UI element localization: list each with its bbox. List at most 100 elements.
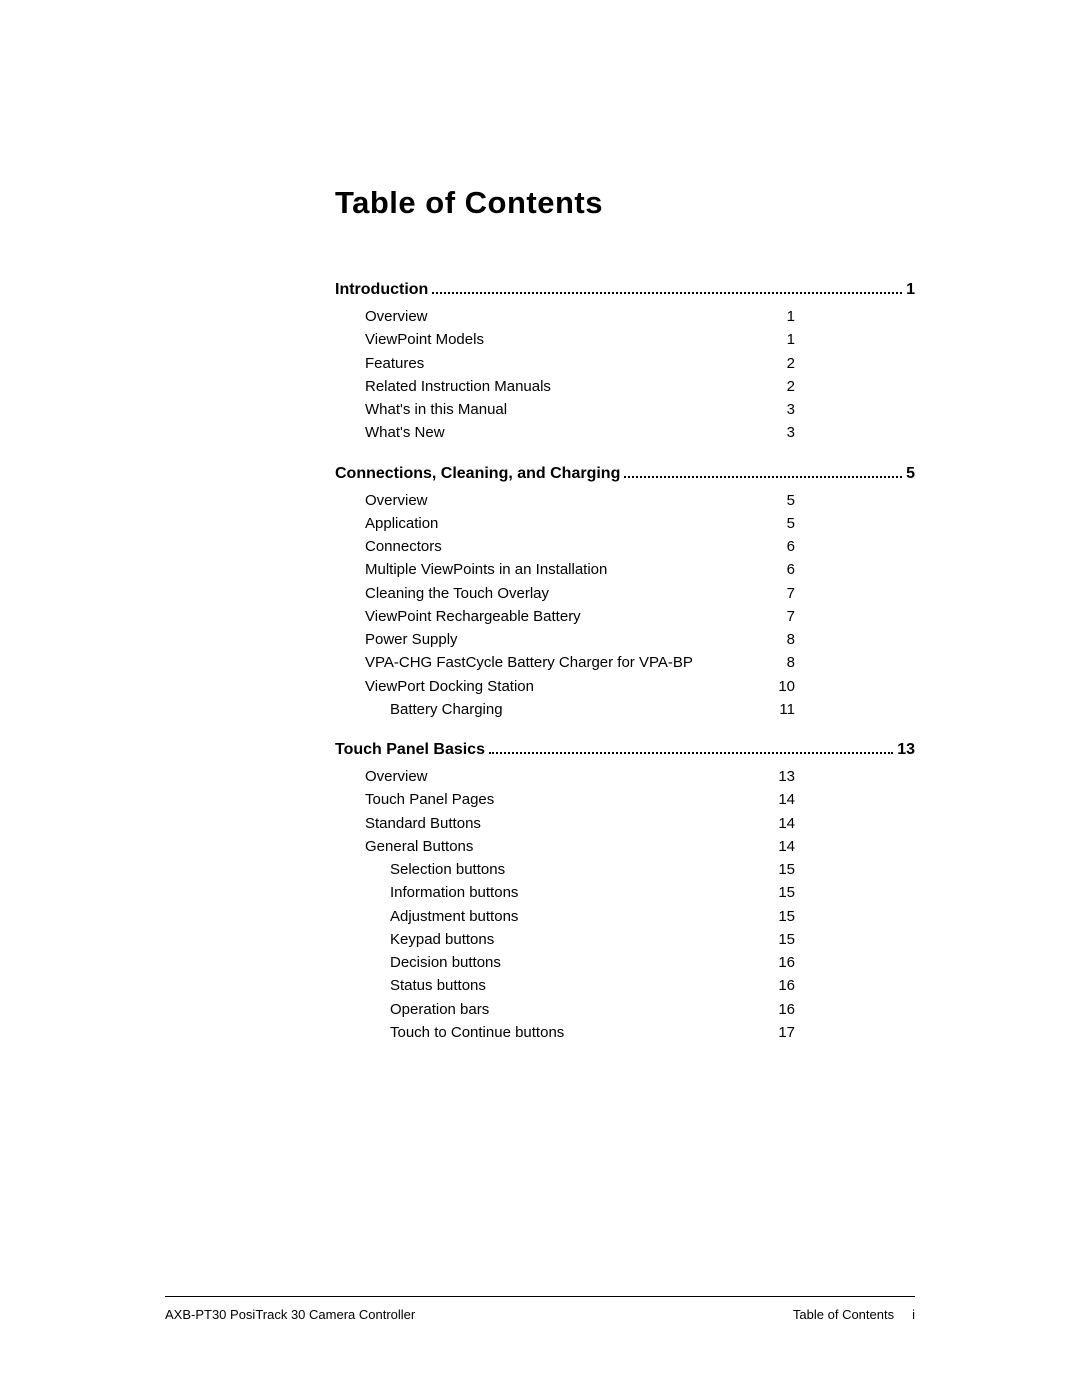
footer-left: AXB-PT30 PosiTrack 30 Camera Controller xyxy=(165,1307,415,1322)
toc-entry-label: Overview xyxy=(365,765,761,788)
toc-entry-label: Adjustment buttons xyxy=(390,905,761,928)
toc-entry-page: 16 xyxy=(761,951,795,974)
toc-entry-label: Related Instruction Manuals xyxy=(365,375,761,398)
toc-entry-page: 8 xyxy=(761,651,795,674)
toc-entry-page: 17 xyxy=(761,1021,795,1044)
toc-entry: Touch to Continue buttons17 xyxy=(390,1021,795,1044)
toc-entry-page: 5 xyxy=(761,489,795,512)
toc-entry: Touch Panel Pages14 xyxy=(365,788,795,811)
section-title: Touch Panel Basics xyxy=(335,741,485,759)
toc-entry-page: 1 xyxy=(761,305,795,328)
toc-entry-label: Overview xyxy=(365,305,761,328)
toc-entry-page: 2 xyxy=(761,352,795,375)
page: Table of Contents Introduction1Overview1… xyxy=(0,0,1080,1397)
toc-entry: ViewPort Docking Station10 xyxy=(365,675,795,698)
toc-entry: VPA-CHG FastCycle Battery Charger for VP… xyxy=(365,651,795,674)
toc-entry: Adjustment buttons15 xyxy=(390,905,795,928)
toc-entry: General Buttons14 xyxy=(365,835,795,858)
toc-entry-page: 7 xyxy=(761,582,795,605)
toc-entry-page: 3 xyxy=(761,421,795,444)
toc-entry: Cleaning the Touch Overlay7 xyxy=(365,582,795,605)
toc-entry-page: 16 xyxy=(761,974,795,997)
toc-entry-label: Operation bars xyxy=(390,998,761,1021)
toc-entry: Power Supply8 xyxy=(365,628,795,651)
toc-entry: ViewPoint Rechargeable Battery7 xyxy=(365,605,795,628)
toc-entry-label: Standard Buttons xyxy=(365,812,761,835)
toc-entry-page: 16 xyxy=(761,998,795,1021)
toc-entry-page: 15 xyxy=(761,858,795,881)
toc-entry-page: 14 xyxy=(761,812,795,835)
toc-entry: Information buttons15 xyxy=(390,881,795,904)
toc-entry-page: 14 xyxy=(761,835,795,858)
toc-entry-page: 6 xyxy=(761,535,795,558)
leader-dots xyxy=(489,752,893,754)
toc-entry: Overview5 xyxy=(365,489,795,512)
toc-entry-page: 15 xyxy=(761,881,795,904)
toc-entry-page: 1 xyxy=(761,328,795,351)
toc-entry-label: Multiple ViewPoints in an Installation xyxy=(365,558,761,581)
toc-entry: Overview1 xyxy=(365,305,795,328)
toc-entry: Operation bars16 xyxy=(390,998,795,1021)
section-header: Connections, Cleaning, and Charging 5 xyxy=(335,465,915,483)
toc-entry-page: 2 xyxy=(761,375,795,398)
toc-entry-page: 8 xyxy=(761,628,795,651)
toc-entry-label: Selection buttons xyxy=(390,858,761,881)
toc-entry-page: 11 xyxy=(761,698,795,721)
toc-entry-page: 14 xyxy=(761,788,795,811)
toc-entry: Battery Charging11 xyxy=(390,698,795,721)
table-of-contents: Introduction1Overview1ViewPoint Models1F… xyxy=(335,281,915,1044)
toc-entry-label: Overview xyxy=(365,489,761,512)
toc-entry: Selection buttons15 xyxy=(390,858,795,881)
toc-entry-label: Decision buttons xyxy=(390,951,761,974)
toc-entry-label: Battery Charging xyxy=(390,698,761,721)
toc-entry: Features2 xyxy=(365,352,795,375)
section-header: Touch Panel Basics 13 xyxy=(335,741,915,759)
footer-right-label: Table of Contents xyxy=(793,1307,894,1322)
toc-entry: Standard Buttons14 xyxy=(365,812,795,835)
section-header: Introduction 1 xyxy=(335,281,915,299)
footer: AXB-PT30 PosiTrack 30 Camera Controller … xyxy=(165,1296,915,1322)
toc-entry: What's New3 xyxy=(365,421,795,444)
toc-entry: ViewPoint Models1 xyxy=(365,328,795,351)
toc-entry-label: ViewPort Docking Station xyxy=(365,675,761,698)
section-page: 1 xyxy=(906,281,915,299)
toc-entry-label: Power Supply xyxy=(365,628,761,651)
toc-entry-label: Connectors xyxy=(365,535,761,558)
leader-dots xyxy=(624,476,902,478)
toc-entry: Related Instruction Manuals2 xyxy=(365,375,795,398)
toc-entry-label: Cleaning the Touch Overlay xyxy=(365,582,761,605)
section-title: Introduction xyxy=(335,281,428,299)
toc-entry-label: ViewPoint Models xyxy=(365,328,761,351)
toc-entry-label: What's New xyxy=(365,421,761,444)
toc-entry-page: 15 xyxy=(761,905,795,928)
toc-entry-page: 5 xyxy=(761,512,795,535)
toc-entry-label: Touch Panel Pages xyxy=(365,788,761,811)
toc-entry-page: 15 xyxy=(761,928,795,951)
toc-entry: Keypad buttons15 xyxy=(390,928,795,951)
toc-entry-label: VPA-CHG FastCycle Battery Charger for VP… xyxy=(365,651,761,674)
section-page: 5 xyxy=(906,465,915,483)
toc-entry-label: Features xyxy=(365,352,761,375)
toc-entry: Overview13 xyxy=(365,765,795,788)
toc-entry: Connectors6 xyxy=(365,535,795,558)
toc-entry-page: 3 xyxy=(761,398,795,421)
toc-entry: Application5 xyxy=(365,512,795,535)
toc-entry: Status buttons16 xyxy=(390,974,795,997)
footer-right-page: i xyxy=(912,1307,915,1322)
toc-entry-page: 7 xyxy=(761,605,795,628)
section-page: 13 xyxy=(897,741,915,759)
toc-entry-label: General Buttons xyxy=(365,835,761,858)
toc-entry-label: Status buttons xyxy=(390,974,761,997)
toc-entry-page: 10 xyxy=(761,675,795,698)
leader-dots xyxy=(432,292,902,294)
toc-entry-page: 6 xyxy=(761,558,795,581)
toc-entry: What's in this Manual3 xyxy=(365,398,795,421)
section-title: Connections, Cleaning, and Charging xyxy=(335,465,620,483)
toc-entry-label: Application xyxy=(365,512,761,535)
toc-entry-page: 13 xyxy=(761,765,795,788)
toc-entry-label: ViewPoint Rechargeable Battery xyxy=(365,605,761,628)
footer-right: Table of Contents i xyxy=(793,1307,915,1322)
page-title: Table of Contents xyxy=(335,185,915,221)
toc-entry-label: Keypad buttons xyxy=(390,928,761,951)
toc-entry-label: Information buttons xyxy=(390,881,761,904)
